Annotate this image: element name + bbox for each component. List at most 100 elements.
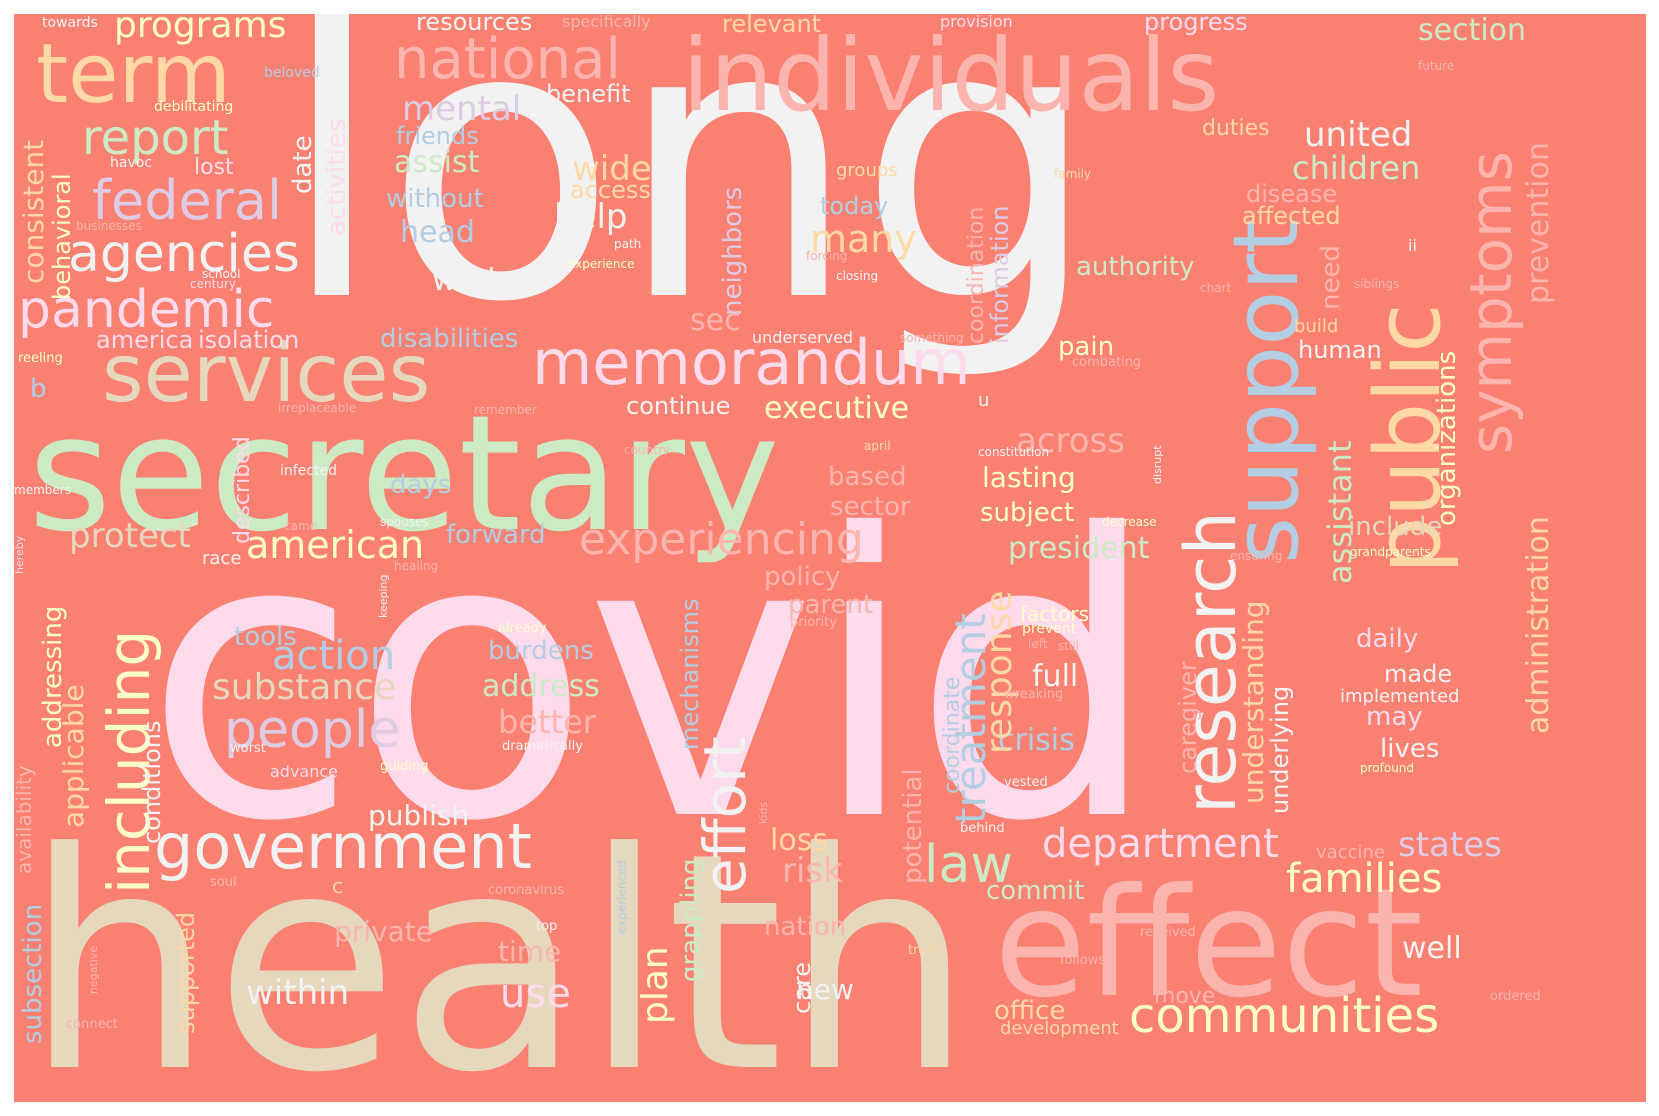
word-tools: tools [234, 622, 297, 652]
word-family: family [1054, 167, 1092, 181]
word-potential: potential [898, 768, 928, 884]
word-dramatically: dramatically [502, 739, 583, 754]
word-debilitating: debilitating [154, 99, 234, 115]
word-time: time [498, 935, 562, 968]
word-report: report [82, 110, 229, 166]
word-ensuring: ensuring [1230, 549, 1283, 563]
word-date: date [288, 135, 318, 194]
word-across: across [1016, 421, 1125, 461]
word-top: top [536, 919, 558, 934]
word-groups: groups [836, 160, 898, 181]
word-programs: programs [114, 14, 287, 46]
word-mental: mental [402, 89, 522, 129]
word-loss: loss [770, 823, 828, 858]
word-many: many [810, 217, 917, 261]
word-risk: risk [782, 851, 843, 891]
word-friends: friends [396, 122, 479, 150]
word-law: law [924, 835, 1013, 895]
word-cloud: long covid health secretary individuals … [14, 14, 1646, 1102]
word-infected: infected [280, 463, 337, 479]
word-move: move [1154, 984, 1216, 1009]
word-coordination: coordination [964, 206, 989, 344]
word-information: information [986, 205, 1014, 344]
word-lost: lost [194, 155, 234, 180]
word-businesses: businesses [76, 219, 142, 233]
word-forcing: forcing [806, 249, 848, 263]
word-individuals: individuals [682, 17, 1220, 134]
word-sector: sector [830, 492, 911, 522]
word-behavioral: behavioral [48, 173, 76, 300]
word-u: u [978, 390, 990, 411]
word-c: c [332, 874, 343, 898]
word-prevention: prevention [1521, 142, 1556, 304]
word-ii: ii [1408, 236, 1417, 255]
word-parent: parent [788, 590, 874, 620]
word-disease: disease [1246, 180, 1338, 208]
word-department: department [1042, 821, 1279, 867]
word-publish: publish [368, 799, 470, 832]
word-use: use [500, 971, 571, 1017]
word-national: national [394, 27, 621, 92]
word-secretary: secretary [28, 380, 780, 567]
word-response: response [979, 590, 1020, 754]
word-long: long [279, 14, 1100, 385]
word-vested: vested [1004, 775, 1048, 790]
word-made: made [1384, 660, 1453, 688]
word-priority: priority [790, 615, 837, 630]
word-mechanisms: mechanisms [676, 598, 704, 750]
word-future: future [1418, 59, 1455, 73]
word-agencies: agencies [68, 224, 300, 284]
word-plan: plan [635, 946, 676, 1024]
word-executive: executive [764, 391, 910, 426]
word-work: work [432, 263, 505, 298]
word-factors: factors [1020, 602, 1090, 626]
word-continue: continue [626, 392, 731, 420]
word-authority: authority [1076, 252, 1195, 282]
word-days: days [390, 470, 452, 500]
word-negative: negative [87, 945, 100, 994]
word-president: president [1008, 531, 1150, 566]
word-without: without [386, 184, 484, 214]
word-build: build [1294, 316, 1339, 337]
word-assist: assist [394, 145, 480, 180]
word-experience: experience [568, 257, 635, 271]
word-chart: chart [1200, 281, 1232, 295]
word-connect: connect [66, 1017, 118, 1032]
word-something: something [900, 331, 964, 345]
word-lives: lives [1380, 734, 1440, 764]
word-united: united [1304, 115, 1413, 155]
word-pandemic: pandemic [18, 280, 275, 340]
word-siblings: siblings [1354, 277, 1400, 291]
word-race: race [202, 548, 242, 569]
word-may: may [1366, 702, 1423, 732]
word-american: american [246, 523, 425, 567]
word-subsection: subsection [18, 903, 48, 1044]
word-guiding: guiding [380, 759, 429, 774]
word-disabilities: disabilities [380, 324, 519, 354]
word-coordinate: coordinate [940, 676, 965, 794]
word-isolation: isolation [198, 326, 300, 354]
word-decrease: decrease [1102, 515, 1157, 529]
word-profound: profound [1360, 761, 1415, 775]
word-pain: pain [1058, 332, 1115, 362]
word-daily: daily [1356, 624, 1419, 654]
word-healing: healing [394, 559, 439, 573]
word-experienced: experienced [615, 859, 629, 934]
word-effect: effect [994, 857, 1424, 1031]
word-consistent: consistent [17, 139, 50, 284]
word-commit: commit [986, 876, 1085, 906]
word-include: include [1348, 512, 1443, 542]
word-reeling: reeling [18, 351, 63, 366]
word-administration: administration [1521, 516, 1556, 734]
word-underlying: underlying [1266, 685, 1294, 814]
word-b: b [30, 374, 47, 404]
word-relevant: relevant [722, 14, 822, 38]
word-follows: follows [1060, 953, 1106, 968]
word-help: help [554, 197, 628, 237]
word-prevent: prevent [1022, 621, 1077, 637]
word-ordered: ordered [1490, 989, 1541, 1004]
word-provision: provision [940, 14, 1013, 31]
word-left: left [1028, 637, 1048, 651]
word-better: better [498, 703, 596, 741]
word-implemented: implemented [1340, 686, 1460, 707]
